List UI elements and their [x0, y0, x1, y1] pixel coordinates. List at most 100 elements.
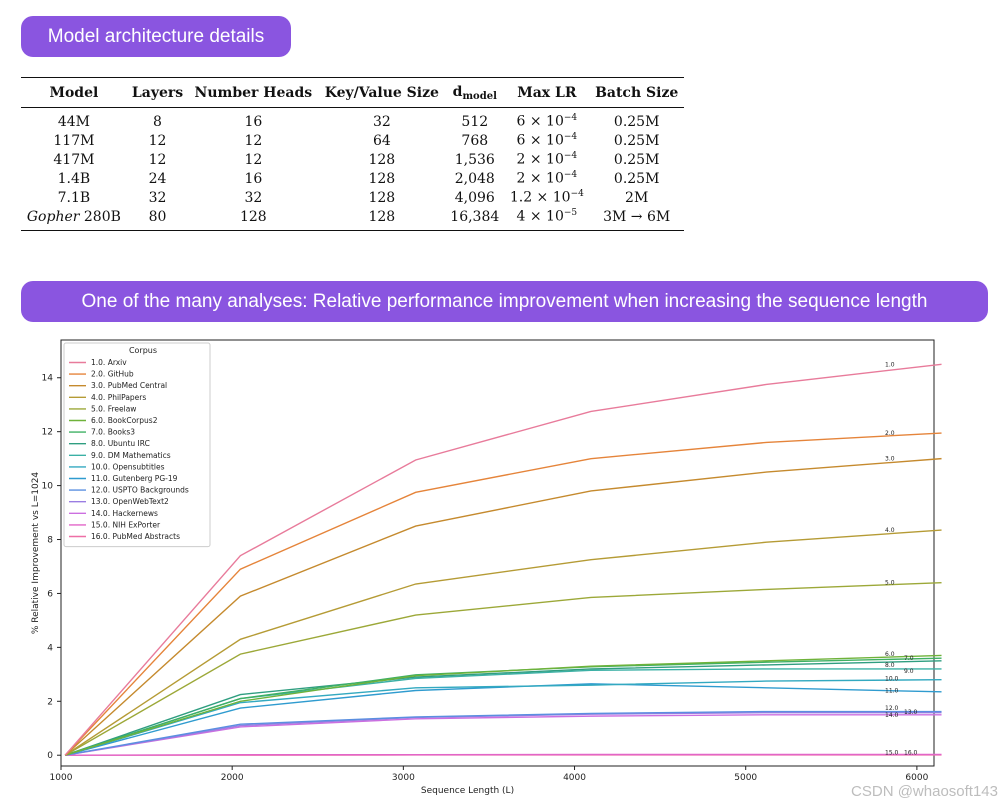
cell-dmodel: 768	[461, 132, 489, 149]
series-end-label: 6.0	[885, 651, 895, 658]
x-tick-label: 5000	[734, 773, 757, 783]
cell-model: 44M	[57, 113, 90, 130]
cell-heads: 12	[244, 151, 263, 168]
cell-dmodel: 4,096	[454, 189, 495, 206]
cell-max-lr: 4 × 10−5	[516, 208, 578, 225]
series-line	[64, 457, 942, 756]
y-tick-label: 8	[47, 536, 53, 546]
series-line	[64, 529, 942, 756]
cell-layers: 32	[148, 189, 167, 206]
cell-kv-size: 128	[368, 208, 396, 225]
cell-model: Gopher 280B	[26, 208, 121, 225]
legend-entry: 8.0. Ubuntu IRC	[91, 439, 150, 448]
header-dmodel-sub: model	[462, 90, 497, 102]
y-tick-label: 4	[47, 643, 53, 653]
cell-layers: 12	[148, 151, 167, 168]
cell-heads: 16	[244, 170, 263, 187]
series-line	[65, 753, 942, 756]
y-tick-label: 0	[47, 751, 53, 761]
cell-kv-size: 128	[368, 189, 396, 206]
table-header-row: Model Layers Number Heads Key/Value Size…	[21, 77, 684, 108]
series-line	[64, 581, 942, 756]
series-end-label: 8.0	[885, 662, 895, 669]
legend-entry: 14.0. Hackernews	[91, 509, 158, 518]
table-row: 1.4B 24 16 128 2,048 2 × 10−4 0.25M	[21, 169, 684, 188]
cell-max-lr: 2 × 10−4	[516, 170, 578, 187]
table-row: 417M 12 12 128 1,536 2 × 10−4 0.25M	[21, 150, 684, 169]
series-end-label: 12.0	[885, 705, 899, 712]
legend-entry: 4.0. PhilPapers	[91, 393, 146, 402]
legend-entry: 10.0. Opensubtitles	[91, 462, 165, 471]
series-end-label: 15.0	[885, 750, 899, 757]
series-end-label: 14.0	[885, 712, 899, 719]
series-line	[64, 679, 942, 756]
plot-frame	[60, 339, 935, 767]
cell-layers: 80	[148, 208, 167, 225]
cell-heads: 128	[239, 208, 267, 225]
cell-layers: 12	[148, 132, 167, 149]
header-layers: Layers	[131, 84, 184, 101]
cell-max-lr: 6 × 10−4	[516, 132, 578, 149]
series-line	[64, 714, 942, 756]
cell-batch-size: 0.25M	[613, 113, 660, 130]
series-end-label: 10.0	[885, 675, 899, 682]
watermark-text: CSDN @whaosoft143	[851, 783, 998, 800]
cell-batch-size: 0.25M	[613, 132, 660, 149]
legend-box	[63, 342, 211, 548]
cell-model: 7.1B	[57, 189, 91, 206]
legend-entry: 11.0. Gutenberg PG-19	[91, 474, 178, 483]
header-number-heads: Number Heads	[194, 84, 313, 101]
legend-entry: 1.0. Arxiv	[91, 358, 127, 367]
x-tick-label: 6000	[905, 773, 928, 783]
cell-kv-size: 64	[372, 132, 391, 149]
x-tick-label: 1000	[50, 773, 73, 783]
header-model: Model	[49, 84, 99, 101]
cell-batch-size: 2M	[625, 189, 649, 206]
series-line	[64, 654, 942, 756]
cell-kv-size: 32	[372, 113, 391, 130]
series-end-label: 3.0	[885, 456, 895, 463]
model-architecture-table: Model Layers Number Heads Key/Value Size…	[21, 77, 684, 231]
series-end-label: 4.0	[885, 527, 895, 534]
section-title-model-architecture: Model architecture details	[21, 16, 291, 57]
cell-heads: 12	[244, 132, 263, 149]
cell-kv-size: 128	[368, 170, 396, 187]
cell-dmodel: 16,384	[450, 208, 500, 225]
cell-heads: 32	[244, 189, 263, 206]
series-line	[64, 660, 942, 756]
table-row: Gopher 280B 80 128 128 16,384 4 × 10−5 3…	[21, 207, 684, 231]
series-end-label: 2.0	[885, 430, 895, 437]
series-end-label: 7.0	[904, 655, 914, 662]
header-max-lr: Max LR	[517, 84, 577, 101]
legend-entry: 5.0. Freelaw	[91, 404, 136, 413]
cell-max-lr: 1.2 × 10−4	[509, 189, 584, 206]
series-line	[64, 710, 942, 756]
cell-max-lr: 6 × 10−4	[516, 113, 578, 130]
cell-dmodel: 2,048	[454, 170, 495, 187]
table-row: 44M 8 16 32 512 6 × 10−4 0.25M	[21, 108, 684, 132]
header-batch-size: Batch Size	[595, 84, 679, 101]
legend-entry: 3.0. PubMed Central	[91, 381, 167, 390]
series-line	[64, 363, 942, 756]
legend-entry: 16.0. PubMed Abstracts	[91, 532, 180, 541]
series-end-label: 16.0	[904, 750, 918, 757]
section-title-sequence-length-analysis: One of the many analyses: Relative perfo…	[21, 281, 988, 322]
x-tick-label: 3000	[392, 773, 415, 783]
cell-batch-size: 3M → 6M	[603, 208, 671, 225]
table-row: 7.1B 32 32 128 4,096 1.2 × 10−4 2M	[21, 188, 684, 207]
legend-title: Corpus	[129, 346, 157, 355]
x-tick-label: 4000	[563, 773, 586, 783]
legend-entry: 2.0. GitHub	[91, 370, 134, 379]
header-key-value-size: Key/Value Size	[324, 84, 439, 101]
table-row: 117M 12 12 64 768 6 × 10−4 0.25M	[21, 131, 684, 150]
y-tick-label: 10	[42, 482, 54, 492]
series-end-label: 13.0	[904, 709, 918, 716]
x-tick-label: 2000	[221, 773, 244, 783]
cell-layers: 8	[153, 113, 162, 130]
x-axis-label: Sequence Length (L)	[421, 786, 514, 796]
series-line	[64, 683, 942, 756]
cell-model: 417M	[53, 151, 95, 168]
y-axis-label: % Relative Improvement vs L=1024	[31, 472, 41, 635]
legend-entry: 7.0. Books3	[91, 428, 135, 437]
y-tick-label: 12	[42, 428, 53, 438]
